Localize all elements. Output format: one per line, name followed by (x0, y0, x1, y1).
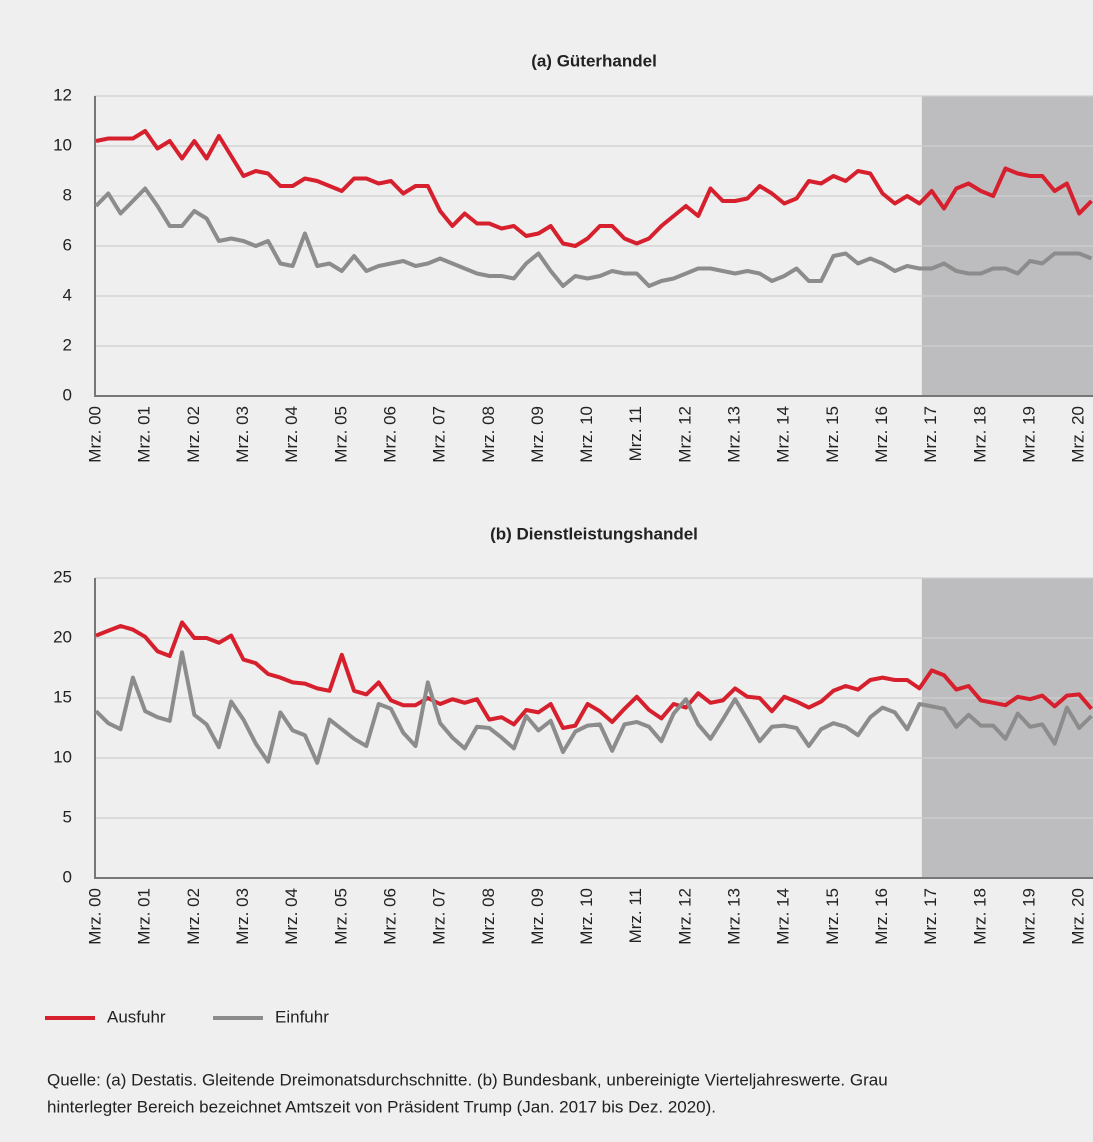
x-tick-label: Mrz. 05 (331, 888, 350, 945)
y-tick-label: 20 (53, 627, 72, 646)
legend-label: Einfuhr (275, 1007, 329, 1026)
x-tick-label: Mrz. 20 (1069, 406, 1088, 463)
x-tick-label: Mrz. 02 (184, 888, 203, 945)
x-tick-label: Mrz. 18 (970, 406, 989, 463)
x-tick-label: Mrz. 11 (626, 406, 645, 461)
x-tick-label: Mrz. 13 (725, 406, 744, 463)
y-tick-label: 10 (53, 747, 72, 766)
x-tick-label: Mrz. 12 (675, 888, 694, 945)
x-tick-label: Mrz. 09 (528, 888, 547, 945)
x-tick-label: Mrz. 01 (135, 888, 154, 945)
x-tick-label: Mrz. 06 (380, 406, 399, 463)
shaded-region (921, 578, 1093, 878)
data-line (95, 650, 1093, 765)
x-tick-label: Mrz. 19 (1020, 406, 1039, 463)
y-tick-label: 6 (63, 235, 72, 254)
legend-label: Ausfuhr (107, 1007, 166, 1026)
x-tick-label: Mrz. 04 (282, 888, 301, 945)
x-tick-label: Mrz. 08 (479, 406, 498, 463)
x-tick-label: Mrz. 02 (184, 406, 203, 463)
x-tick-label: Mrz. 08 (479, 888, 498, 945)
x-tick-label: Mrz. 17 (921, 406, 940, 463)
x-tick-label: Mrz. 20 (1069, 888, 1088, 945)
x-tick-label: Mrz. 00 (85, 406, 104, 463)
x-tick-label: Mrz. 12 (675, 406, 694, 463)
y-tick-label: 2 (63, 335, 72, 354)
x-tick-label: Mrz. 16 (872, 406, 891, 463)
x-tick-label: Mrz. 15 (823, 888, 842, 945)
x-tick-label: Mrz. 00 (85, 888, 104, 945)
x-tick-label: Mrz. 10 (577, 888, 596, 945)
plot-lines (95, 129, 1093, 288)
x-tick-label: Mrz. 13 (725, 888, 744, 945)
y-tick-label: 0 (63, 385, 72, 404)
x-tick-label: Mrz. 03 (233, 888, 252, 945)
y-tick-label: 25 (53, 567, 72, 586)
x-tick-label: Mrz. 01 (135, 406, 154, 463)
data-line (95, 620, 1093, 730)
y-tick-label: 0 (63, 867, 72, 886)
x-tick-label: Mrz. 07 (430, 888, 449, 945)
x-tick-label: Mrz. 16 (872, 888, 891, 945)
x-tick-label: Mrz. 18 (970, 888, 989, 945)
source-line: Quelle: (a) Destatis. Gleitende Dreimona… (47, 1070, 888, 1089)
y-tick-label: 15 (53, 687, 72, 706)
x-tick-label: Mrz. 14 (774, 406, 793, 463)
x-tick-label: Mrz. 11 (626, 888, 645, 943)
y-tick-label: 5 (63, 807, 72, 826)
source-line: hinterlegter Bereich bezeichnet Amtszeit… (47, 1097, 716, 1116)
plot-lines (95, 620, 1093, 765)
y-tick-label: 4 (63, 285, 72, 304)
x-tick-label: Mrz. 14 (774, 888, 793, 945)
chart-title: (b) Dienstleistungshandel (490, 524, 698, 543)
y-tick-label: 8 (63, 185, 72, 204)
x-tick-label: Mrz. 17 (921, 888, 940, 945)
data-line (95, 129, 1093, 248)
x-tick-label: Mrz. 07 (430, 406, 449, 463)
x-tick-label: Mrz. 06 (380, 888, 399, 945)
x-tick-label: Mrz. 15 (823, 406, 842, 463)
x-tick-label: Mrz. 03 (233, 406, 252, 463)
x-tick-label: Mrz. 10 (577, 406, 596, 463)
chart-title: (a) Güterhandel (531, 51, 657, 70)
y-tick-label: 10 (53, 135, 72, 154)
x-tick-label: Mrz. 19 (1020, 888, 1039, 945)
y-tick-label: 12 (53, 85, 72, 104)
data-line (95, 186, 1093, 288)
x-tick-label: Mrz. 05 (331, 406, 350, 463)
x-tick-label: Mrz. 09 (528, 406, 547, 463)
x-tick-label: Mrz. 04 (282, 406, 301, 463)
